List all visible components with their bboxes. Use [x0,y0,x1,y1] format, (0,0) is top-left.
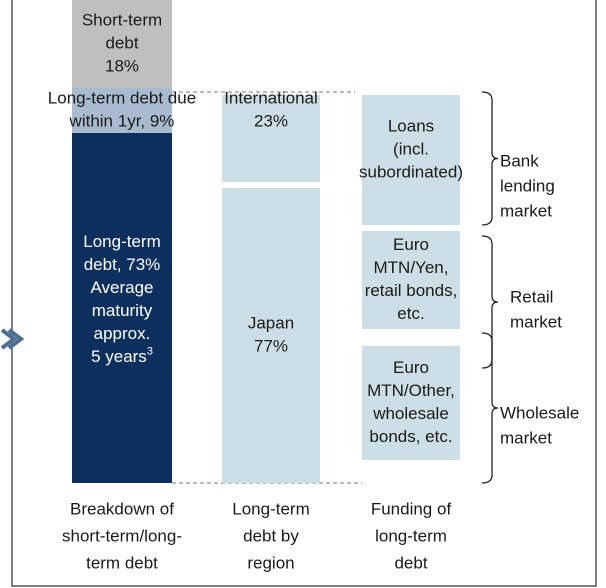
segment-label: (incl. [393,139,429,158]
segment-label: Long-term debt due [48,88,196,107]
segment [222,188,320,483]
segment-label: approx. [94,324,151,343]
segment-label: wholesale [372,404,449,423]
frame [11,0,597,587]
segment [362,95,460,225]
bracket-label: Bank [500,151,539,170]
segment-label: International [224,88,318,107]
segment-label: debt [105,33,138,52]
bracket-label: market [500,428,552,447]
segment-label: maturity [92,301,153,320]
bracket-label: lending [500,176,555,195]
segment-label: 5 years3 [91,345,153,366]
segment-label: 18% [105,56,139,75]
segment [362,346,460,460]
caption: Breakdown of [70,499,174,518]
bracket [481,91,499,226]
caption: long-term [375,526,447,545]
bracket [481,235,499,369]
segment-label: Euro [393,358,429,377]
bracket-label: Retail [510,287,553,306]
segment [222,95,320,182]
segment-label: within 1yr, 9% [69,111,175,130]
segment-label: retail bonds, [365,281,458,300]
segment-label: MTN/Yen, [374,258,449,277]
segment-label: bonds, etc. [369,427,452,446]
segment-label: Japan [248,313,294,332]
caption: debt by [243,526,299,545]
segment-label: Long-term [83,232,160,251]
segment [72,133,172,483]
segment [72,88,172,133]
segment [72,0,172,88]
segment-label: Euro [393,235,429,254]
segment-label: subordinated) [359,162,463,181]
footnote: 3 [147,345,153,357]
caption: region [247,553,294,572]
bracket-label: market [500,201,552,220]
caption: Long-term [232,499,309,518]
segment-label: debt, 73% [84,255,161,274]
segment-label: etc. [397,304,424,323]
segment-label: 23% [254,111,288,130]
segment-label: Average [90,278,153,297]
bracket [481,332,499,484]
segment [362,231,460,329]
caption: Funding of [371,499,452,518]
segment-label: Loans [388,116,434,135]
caption: debt [394,553,427,572]
caption: term debt [86,553,158,572]
segment-label: 77% [254,336,288,355]
caption: short-term/long- [62,526,182,545]
segment-label: MTN/Other, [367,381,455,400]
segment-label: Short-term [82,10,162,29]
arrow [0,328,25,350]
bracket-label: Wholesale [500,403,579,422]
bracket-label: market [510,312,562,331]
